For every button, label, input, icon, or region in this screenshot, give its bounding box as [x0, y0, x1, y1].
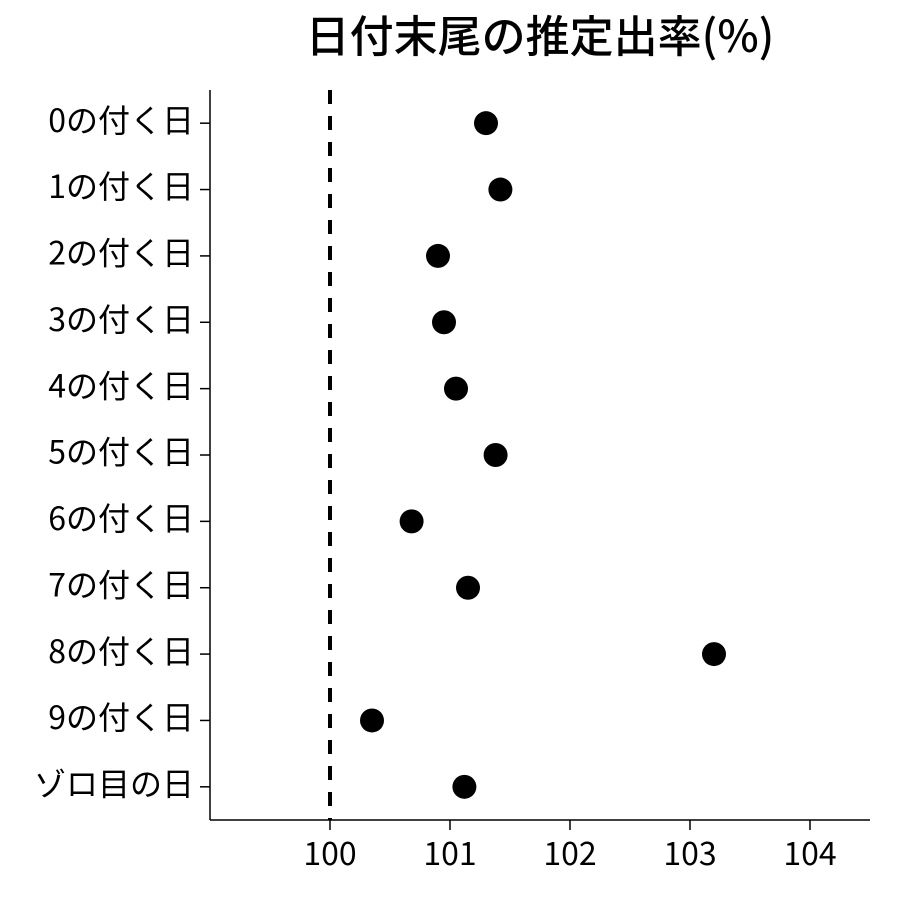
- y-tick-label: 6の付く日: [48, 494, 194, 540]
- y-tick-label: 7の付く日: [48, 560, 194, 606]
- chart-title: 日付末尾の推定出率(%): [306, 1, 775, 65]
- data-point: [474, 111, 498, 135]
- data-point: [456, 576, 480, 600]
- y-tick-label: ゾロ目の日: [34, 760, 194, 806]
- x-tick-label: 101: [423, 829, 476, 875]
- y-tick-label: 3の付く日: [48, 295, 194, 341]
- data-point: [400, 509, 424, 533]
- data-point: [702, 642, 726, 666]
- x-tick-label: 103: [663, 829, 716, 875]
- y-tick-label: 1の付く日: [48, 162, 194, 208]
- x-tick-label: 104: [783, 829, 836, 875]
- y-tick-label: 4の付く日: [48, 361, 194, 407]
- x-tick-label: 102: [543, 829, 596, 875]
- x-tick-label: 100: [303, 829, 356, 875]
- data-point: [360, 708, 384, 732]
- data-point: [484, 443, 508, 467]
- data-point: [432, 310, 456, 334]
- data-point: [444, 377, 468, 401]
- y-tick-label: 2の付く日: [48, 229, 194, 275]
- y-tick-label: 8の付く日: [48, 627, 194, 673]
- dotplot-chart: 日付末尾の推定出率(%) 0の付く日 1の付く日 2の付く日 3の付く日 4の付く日 5の付…: [0, 0, 900, 900]
- data-point: [452, 775, 476, 799]
- y-tick-label: 5の付く日: [48, 428, 194, 474]
- chart-container: 日付末尾の推定出率(%) 0の付く日 1の付く日 2の付く日 3の付く日 4の付く日 5の付…: [0, 0, 900, 900]
- data-point: [426, 244, 450, 268]
- data-point: [488, 178, 512, 202]
- y-tick-label: 9の付く日: [48, 693, 194, 739]
- y-tick-label: 0の付く日: [48, 96, 194, 142]
